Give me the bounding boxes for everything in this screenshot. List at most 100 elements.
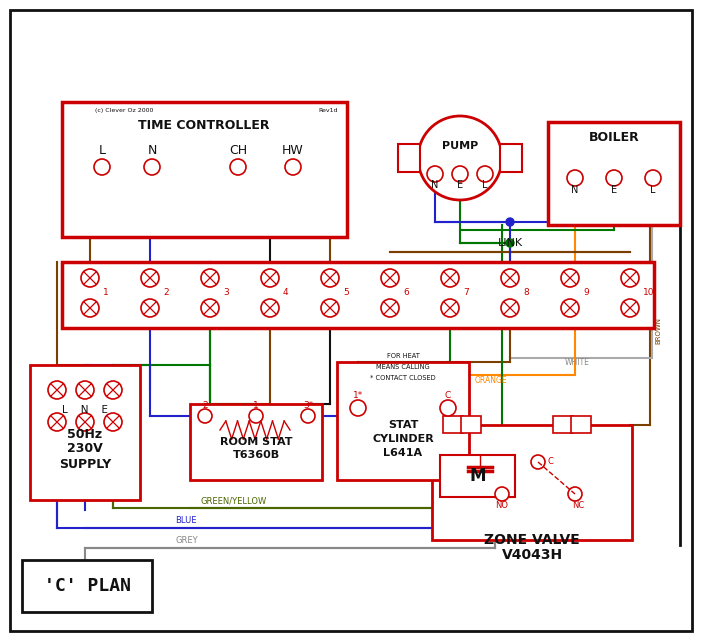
Text: C: C [547,458,553,467]
Text: LINK: LINK [498,238,522,248]
Circle shape [48,381,66,399]
Circle shape [94,159,110,175]
Circle shape [201,269,219,287]
Text: 7: 7 [463,288,469,297]
Text: N: N [431,180,439,190]
Bar [30,365,140,500]
Text: 2: 2 [202,401,208,410]
Text: PUMP: PUMP [442,141,478,151]
Bar [432,425,632,540]
Text: 9: 9 [583,288,589,297]
Text: 1*: 1* [353,392,363,401]
Text: E: E [457,180,463,190]
Circle shape [48,413,66,431]
Text: 3*: 3* [303,401,313,410]
Bar [190,404,322,480]
Text: V4043H: V4043H [501,548,562,562]
Text: L    N    E: L N E [62,405,108,415]
Circle shape [104,413,122,431]
Text: NC: NC [572,501,584,510]
Circle shape [249,409,263,423]
Circle shape [621,269,639,287]
Text: GREY: GREY [175,536,198,545]
Text: L: L [650,185,656,195]
Circle shape [561,299,579,317]
Circle shape [261,269,279,287]
Circle shape [477,166,493,182]
Bar [22,560,152,612]
Text: WHITE: WHITE [565,358,590,367]
Text: (c) Clever Oz 2000: (c) Clever Oz 2000 [95,108,153,113]
Circle shape [141,299,159,317]
Text: SUPPLY: SUPPLY [59,458,111,470]
Text: 50Hz: 50Hz [67,428,102,440]
Circle shape [441,269,459,287]
Bar [571,416,591,433]
Text: 230V: 230V [67,442,103,456]
Text: BOILER: BOILER [588,131,640,144]
Text: 1: 1 [103,288,109,297]
Text: * CONTACT CLOSED: * CONTACT CLOSED [370,375,436,381]
Circle shape [621,299,639,317]
Circle shape [81,269,99,287]
Circle shape [321,299,339,317]
Circle shape [495,487,509,501]
Circle shape [381,269,399,287]
Text: HW: HW [282,144,304,156]
Circle shape [606,170,622,186]
Text: 3: 3 [223,288,229,297]
Text: 8: 8 [523,288,529,297]
Text: 4: 4 [283,288,289,297]
Circle shape [561,269,579,287]
Bar [398,144,420,172]
Text: 5: 5 [343,288,349,297]
Circle shape [76,381,94,399]
Text: BROWN: BROWN [655,317,661,344]
Bar [337,362,469,480]
Circle shape [321,269,339,287]
Circle shape [76,413,94,431]
Circle shape [501,269,519,287]
Text: M: M [470,467,486,485]
Text: L: L [482,180,488,190]
Text: C: C [445,392,451,401]
Circle shape [452,166,468,182]
Circle shape [418,116,502,200]
Bar [62,262,654,328]
Text: 1: 1 [253,401,259,410]
Text: 6: 6 [403,288,409,297]
Text: N: N [571,185,578,195]
Text: MEANS CALLING: MEANS CALLING [376,364,430,370]
Bar [440,455,515,497]
Bar [443,416,463,433]
Circle shape [501,299,519,317]
Circle shape [568,487,582,501]
Text: FOR HEAT: FOR HEAT [387,353,419,359]
Circle shape [285,159,301,175]
Text: TIME CONTROLLER: TIME CONTROLLER [138,119,270,131]
Text: NO: NO [496,501,508,510]
Circle shape [230,159,246,175]
Circle shape [144,159,160,175]
Text: ZONE VALVE: ZONE VALVE [484,533,580,547]
Text: CYLINDER: CYLINDER [372,434,434,444]
Circle shape [198,409,212,423]
Bar [553,416,573,433]
Circle shape [645,170,661,186]
Circle shape [81,299,99,317]
Text: CH: CH [229,144,247,156]
Bar [500,144,522,172]
Text: GREEN/YELLOW: GREEN/YELLOW [200,496,266,505]
Circle shape [531,455,545,469]
Circle shape [381,299,399,317]
Circle shape [261,299,279,317]
Text: 2: 2 [163,288,168,297]
Text: Rev1d: Rev1d [319,108,338,113]
Text: L: L [98,144,105,156]
Text: N: N [147,144,157,156]
Text: 10: 10 [643,288,654,297]
Circle shape [104,381,122,399]
Text: STAT: STAT [388,420,418,430]
Bar [461,416,481,433]
Text: 'C' PLAN: 'C' PLAN [44,577,131,595]
